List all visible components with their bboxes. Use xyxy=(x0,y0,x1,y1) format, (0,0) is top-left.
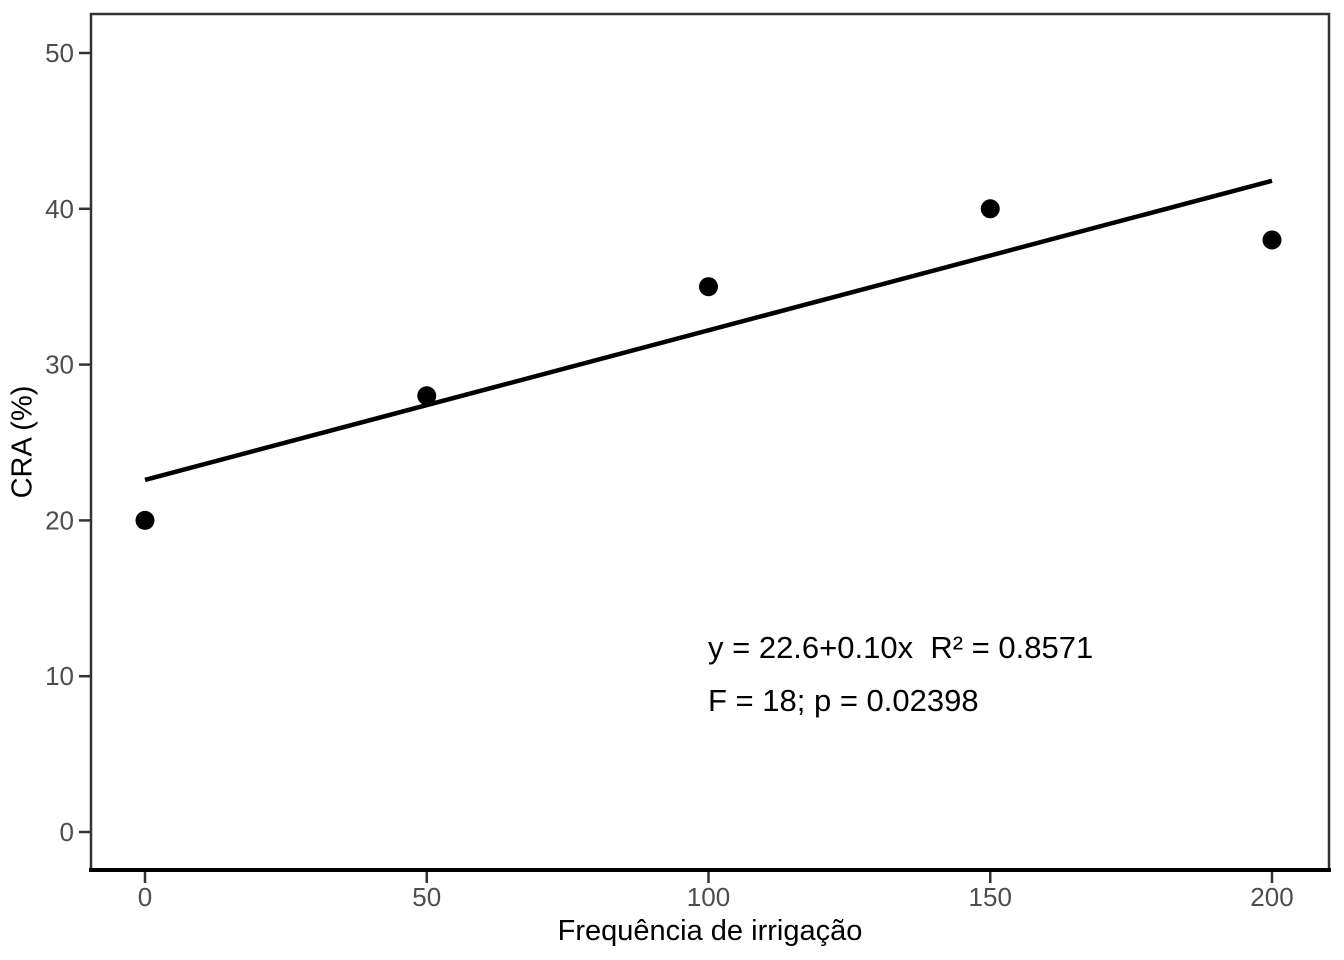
y-tick-label: 30 xyxy=(45,350,74,380)
x-tick-label: 200 xyxy=(1250,882,1293,912)
regression-line xyxy=(144,178,1273,483)
y-tick-label: 50 xyxy=(45,38,74,68)
y-tick-label: 0 xyxy=(60,817,74,847)
data-point xyxy=(980,199,1000,219)
x-axis-title: Frequência de irrigação xyxy=(557,915,863,947)
data-point xyxy=(417,386,437,406)
data-point xyxy=(135,510,155,530)
y-tick-label: 20 xyxy=(45,505,74,535)
y-axis-title: CRA (%) xyxy=(6,385,39,499)
x-tick-label: 0 xyxy=(138,882,152,912)
x-tick-label: 100 xyxy=(687,882,730,912)
f-statistic-label: F = 18; p = 0.02398 xyxy=(708,683,979,718)
y-tick-label: 40 xyxy=(45,194,74,224)
data-point xyxy=(699,277,718,297)
x-tick-label: 50 xyxy=(412,882,441,912)
y-tick-label: 10 xyxy=(45,661,74,691)
x-tick-label: 150 xyxy=(969,882,1012,912)
panel-border xyxy=(89,12,1331,872)
regression-equation-label: y = 22.6+0.10x R² = 0.8571 xyxy=(708,630,1094,665)
data-point xyxy=(1262,230,1282,250)
